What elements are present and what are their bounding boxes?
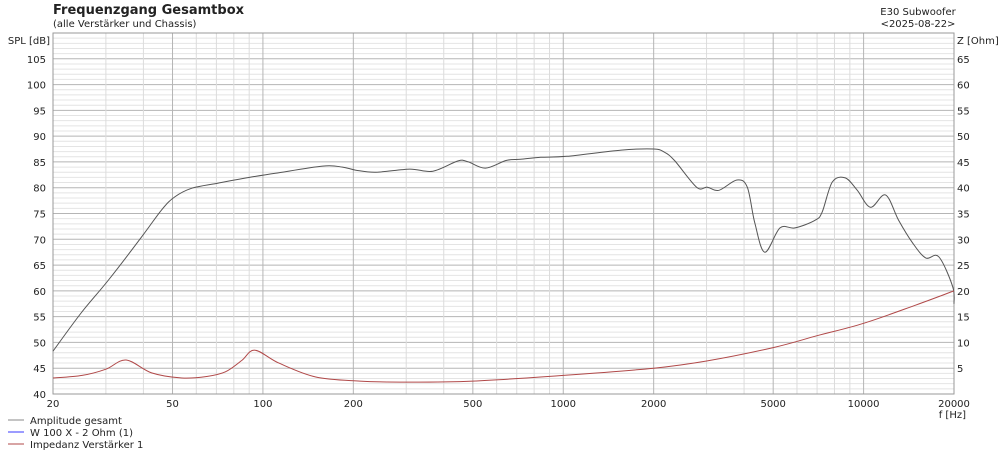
legend-item: Impedanz Verstärker 1 bbox=[8, 440, 143, 451]
x-tick-labels: 20 50 100 200 500 1000 2000 5000 10000 20000 bbox=[47, 399, 970, 410]
legend-label: W 100 X - 2 Ohm (1) bbox=[30, 428, 133, 439]
x-tick-label: 5000 bbox=[760, 399, 785, 410]
y-axis-label: SPL [dB] bbox=[8, 36, 50, 47]
y-tick-label: 50 bbox=[33, 338, 46, 349]
y2-tick-label: 20 bbox=[957, 287, 970, 298]
y-tick-label: 40 bbox=[33, 390, 46, 401]
chart-subtitle: (alle Verstärker und Chassis) bbox=[53, 19, 197, 30]
y-tick-label: 90 bbox=[33, 132, 46, 143]
x-tick-label: 1000 bbox=[551, 399, 576, 410]
y2-tick-label: 50 bbox=[957, 132, 970, 143]
y-tick-label: 70 bbox=[33, 235, 46, 246]
y-tick-label: 95 bbox=[33, 106, 46, 117]
y-tick-label: 65 bbox=[33, 261, 46, 272]
grid bbox=[53, 33, 954, 394]
x-tick-label: 2000 bbox=[641, 399, 666, 410]
x-tick-label: 20 bbox=[47, 399, 60, 410]
x-tick-label: 100 bbox=[253, 399, 272, 410]
y2-tick-labels: 5 10 15 20 25 30 35 40 45 50 55 60 65 bbox=[957, 55, 970, 375]
y-tick-label: 75 bbox=[33, 210, 46, 221]
chart-title: Frequenzgang Gesamtbox bbox=[53, 3, 245, 18]
y2-tick-label: 60 bbox=[957, 81, 970, 92]
legend-item: W 100 X - 2 Ohm (1) bbox=[8, 428, 133, 439]
x-tick-label: 10000 bbox=[848, 399, 880, 410]
y2-tick-label: 45 bbox=[957, 158, 970, 169]
legend-item: Amplitude gesamt bbox=[8, 416, 122, 427]
y-tick-label: 45 bbox=[33, 364, 46, 375]
x-tick-label: 20000 bbox=[938, 399, 970, 410]
y-tick-label: 55 bbox=[33, 313, 46, 324]
curves bbox=[52, 148, 955, 383]
y2-tick-label: 65 bbox=[957, 55, 970, 66]
x-tick-label: 500 bbox=[463, 399, 482, 410]
info-date: <2025-08-22> bbox=[881, 19, 956, 30]
info-title: E30 Subwoofer bbox=[880, 7, 956, 18]
x-axis-label: f [Hz] bbox=[939, 410, 966, 421]
legend-label: Impedanz Verstärker 1 bbox=[30, 440, 143, 451]
y2-tick-label: 5 bbox=[957, 364, 963, 375]
series-line-2 bbox=[52, 290, 955, 383]
y2-tick-label: 10 bbox=[957, 338, 970, 349]
y2-tick-label: 25 bbox=[957, 261, 970, 272]
y2-tick-label: 55 bbox=[957, 106, 970, 117]
plot-frame bbox=[52, 32, 955, 395]
legend-label: Amplitude gesamt bbox=[30, 416, 122, 427]
y2-tick-label: 40 bbox=[957, 184, 970, 195]
y-tick-label: 60 bbox=[33, 287, 46, 298]
y-tick-labels: 45 50 55 60 65 70 75 80 85 90 95 100 105 40 bbox=[27, 55, 46, 401]
y-tick-label: 80 bbox=[33, 184, 46, 195]
x-tick-label: 200 bbox=[344, 399, 363, 410]
y2-tick-label: 15 bbox=[957, 313, 970, 324]
series-line-0 bbox=[52, 148, 955, 352]
x-tick-label: 50 bbox=[166, 399, 179, 410]
y-tick-label: 105 bbox=[27, 55, 46, 66]
y2-tick-label: 30 bbox=[957, 235, 970, 246]
y2-axis-label: Z [Ohm] bbox=[957, 36, 999, 47]
y2-tick-label: 35 bbox=[957, 210, 970, 221]
y-tick-label: 100 bbox=[27, 81, 46, 92]
y-tick-label: 85 bbox=[33, 158, 46, 169]
